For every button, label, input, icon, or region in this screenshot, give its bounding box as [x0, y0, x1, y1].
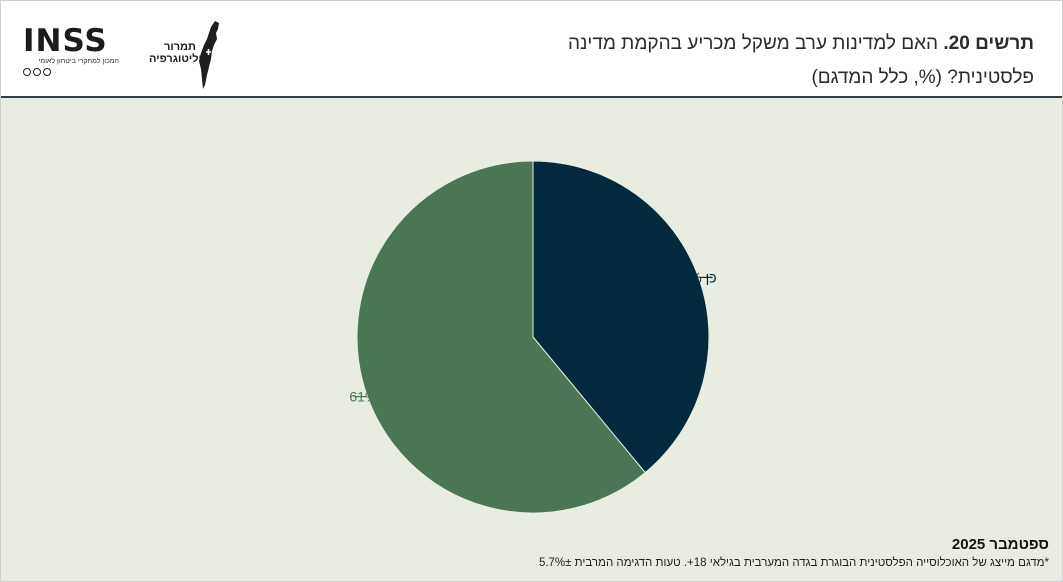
partner-circle-icon — [43, 68, 51, 76]
header: תרשים 20. האם למדינות ערב משקל מכריע בהק… — [1, 1, 1062, 96]
inss-partner-icons — [23, 68, 121, 76]
map-silhouette-icon — [199, 21, 219, 89]
data-label-1: כן 39% — [674, 269, 717, 285]
inss-subtitle: המכון למחקרי ביטחון לאומי — [38, 58, 119, 65]
survey-date: ספטמבר 2025 — [951, 536, 1049, 553]
data-label-2: לא 61% — [349, 389, 397, 405]
inss-wordmark: INSS — [23, 23, 108, 59]
footnote: *מדגם מייצג של האוכלוסייה הפלסטינית הבוג… — [538, 557, 1049, 569]
title-line-2: פלסטינית? (%, כלל המדגם) — [811, 67, 1034, 88]
partner-circle-icon — [23, 68, 31, 76]
pie-slice-2 — [356, 160, 646, 514]
inss-logo: INSS המכון למחקרי ביטחון לאומי — [23, 25, 121, 85]
tamrur-text: תמרור פוליטוגרפיה — [149, 41, 209, 65]
chart-title: תרשים 20. האם למדינות ערב משקל מכריע בהק… — [394, 27, 1034, 95]
pie-slice-1 — [532, 160, 710, 474]
tamrur-logo: תמרור פוליטוגרפיה — [149, 19, 231, 94]
header-divider — [1, 96, 1062, 98]
title-line-1: האם למדינות ערב משקל מכריע בהקמת מדינה — [567, 33, 939, 54]
figure-number: תרשים 20. — [943, 33, 1034, 54]
partner-circle-icon — [33, 68, 41, 76]
